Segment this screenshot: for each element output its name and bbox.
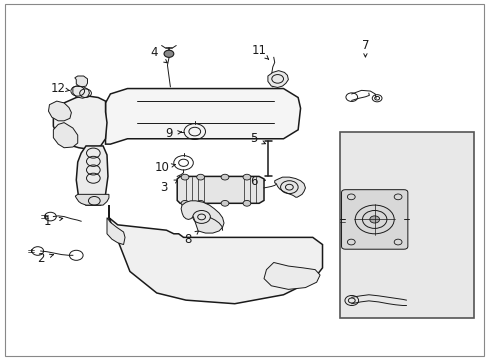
Text: 12: 12 [51, 82, 65, 95]
Polygon shape [75, 194, 109, 205]
Text: 9: 9 [165, 127, 172, 140]
Circle shape [196, 201, 204, 206]
Polygon shape [105, 89, 300, 144]
Circle shape [221, 174, 228, 180]
Circle shape [221, 201, 228, 206]
Text: 10: 10 [155, 161, 170, 174]
Circle shape [369, 216, 379, 223]
Circle shape [163, 50, 173, 57]
Polygon shape [73, 86, 89, 98]
Polygon shape [109, 205, 322, 304]
Polygon shape [75, 76, 87, 87]
Polygon shape [181, 201, 224, 233]
Polygon shape [107, 218, 125, 244]
FancyBboxPatch shape [339, 132, 473, 318]
Polygon shape [274, 177, 305, 197]
Circle shape [181, 201, 188, 206]
Polygon shape [264, 262, 320, 289]
Circle shape [243, 174, 250, 180]
Polygon shape [53, 96, 107, 149]
Circle shape [181, 174, 188, 180]
Text: 7: 7 [361, 39, 368, 52]
Polygon shape [48, 101, 71, 121]
Text: 4: 4 [150, 46, 158, 59]
Text: 3: 3 [160, 181, 167, 194]
FancyBboxPatch shape [341, 190, 407, 249]
Polygon shape [177, 176, 264, 203]
Text: 8: 8 [184, 233, 192, 246]
Text: 2: 2 [37, 252, 44, 265]
Text: 11: 11 [251, 44, 266, 57]
Text: 6: 6 [250, 175, 258, 188]
Text: 1: 1 [43, 215, 51, 228]
Polygon shape [267, 71, 288, 87]
Polygon shape [76, 146, 108, 205]
Text: 5: 5 [250, 132, 257, 145]
Circle shape [243, 201, 250, 206]
Circle shape [196, 174, 204, 180]
Polygon shape [53, 123, 78, 148]
